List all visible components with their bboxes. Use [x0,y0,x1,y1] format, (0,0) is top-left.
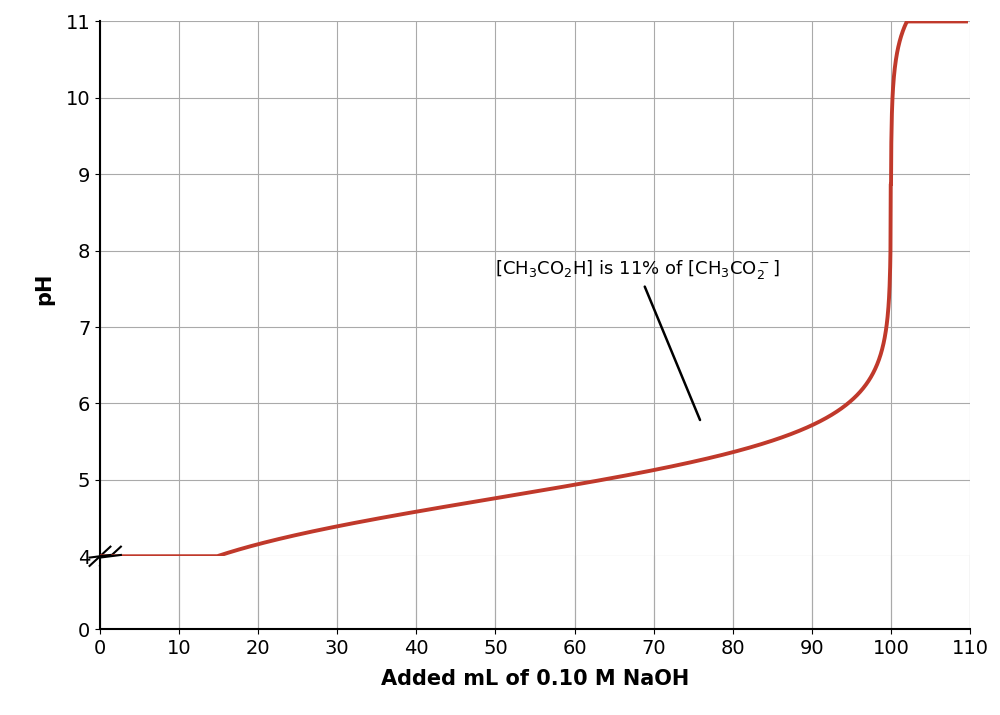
X-axis label: Added mL of 0.10 M NaOH: Added mL of 0.10 M NaOH [381,669,689,689]
Text: $[\mathrm{CH_3CO_2H}]$ is 11% of $[\mathrm{CH_3CO_2^-}]$: $[\mathrm{CH_3CO_2H}]$ is 11% of $[\math… [495,258,780,420]
Y-axis label: pH: pH [34,272,54,305]
